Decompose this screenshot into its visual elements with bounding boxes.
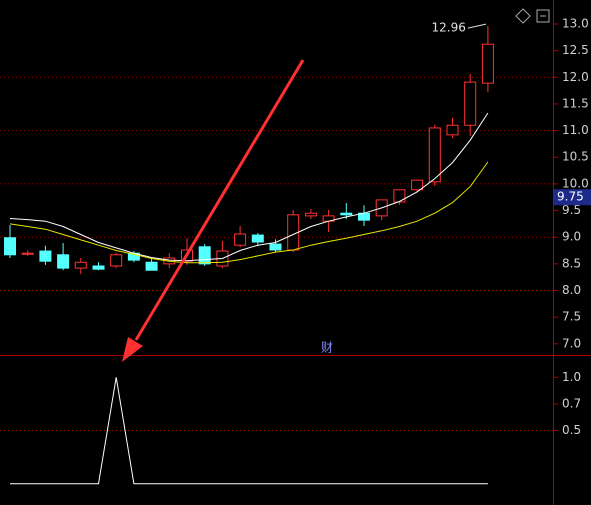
y-tick-label: 13.0 (562, 16, 589, 30)
last-price-box (554, 189, 591, 206)
icon[interactable] (515, 8, 531, 24)
y-tick-label: 11.0 (562, 123, 589, 137)
candle-body (340, 212, 353, 216)
candle-body (446, 124, 459, 136)
candle-body (411, 179, 424, 191)
candle-body (464, 81, 477, 126)
candle-body (304, 212, 317, 217)
icon[interactable] (536, 9, 550, 23)
candle-body (269, 243, 282, 251)
candle-body (393, 189, 406, 203)
candle-body (145, 261, 158, 271)
candle-body (39, 250, 52, 262)
candle-body (4, 237, 16, 256)
y-tick-label: 12.0 (562, 70, 589, 84)
candle-body (21, 252, 34, 255)
candle-body (234, 233, 247, 246)
candle-body (92, 265, 105, 270)
indicator-line (10, 377, 488, 485)
arrow (134, 59, 305, 341)
y-tick-label: 8.5 (562, 256, 581, 270)
y-tick-label: 10.0 (562, 176, 589, 190)
indicator-title: 财 (321, 341, 333, 355)
moving-average (9, 112, 489, 262)
high-label: 12.96 (432, 21, 466, 35)
candle-body (251, 234, 264, 243)
y-tick-label: 11.5 (562, 96, 589, 110)
y-tick-label: 10.5 (562, 150, 589, 164)
y-tick-label: 12.5 (562, 43, 589, 57)
arrow-head (122, 337, 143, 362)
y-tick-label: 9.0 (562, 230, 581, 244)
last-price-label: 9.75 (557, 190, 584, 204)
candle-body (428, 127, 441, 183)
y-tick-label: 8.0 (562, 283, 581, 297)
candle-body (198, 246, 211, 265)
y-tick-label: 9.5 (562, 203, 581, 217)
y-tick-label: 7.5 (562, 310, 581, 324)
candle-body (74, 261, 87, 269)
y-tick-label: 1.0 (562, 370, 581, 384)
high-pointer (467, 23, 487, 29)
candle-body (110, 254, 123, 267)
marks: 13.0 12.5 12.0 11.5 11.0 10.5 10.0 9.5 9.0 8.5 8.0… (0, 16, 591, 485)
moving-average (9, 161, 489, 264)
candle-body (57, 254, 70, 269)
y-tick-label: 7.0 (562, 336, 581, 350)
y-tick-label: 0.5 (562, 423, 581, 437)
candle-body (481, 43, 494, 84)
y-tick-label: 0.7 (562, 396, 581, 410)
